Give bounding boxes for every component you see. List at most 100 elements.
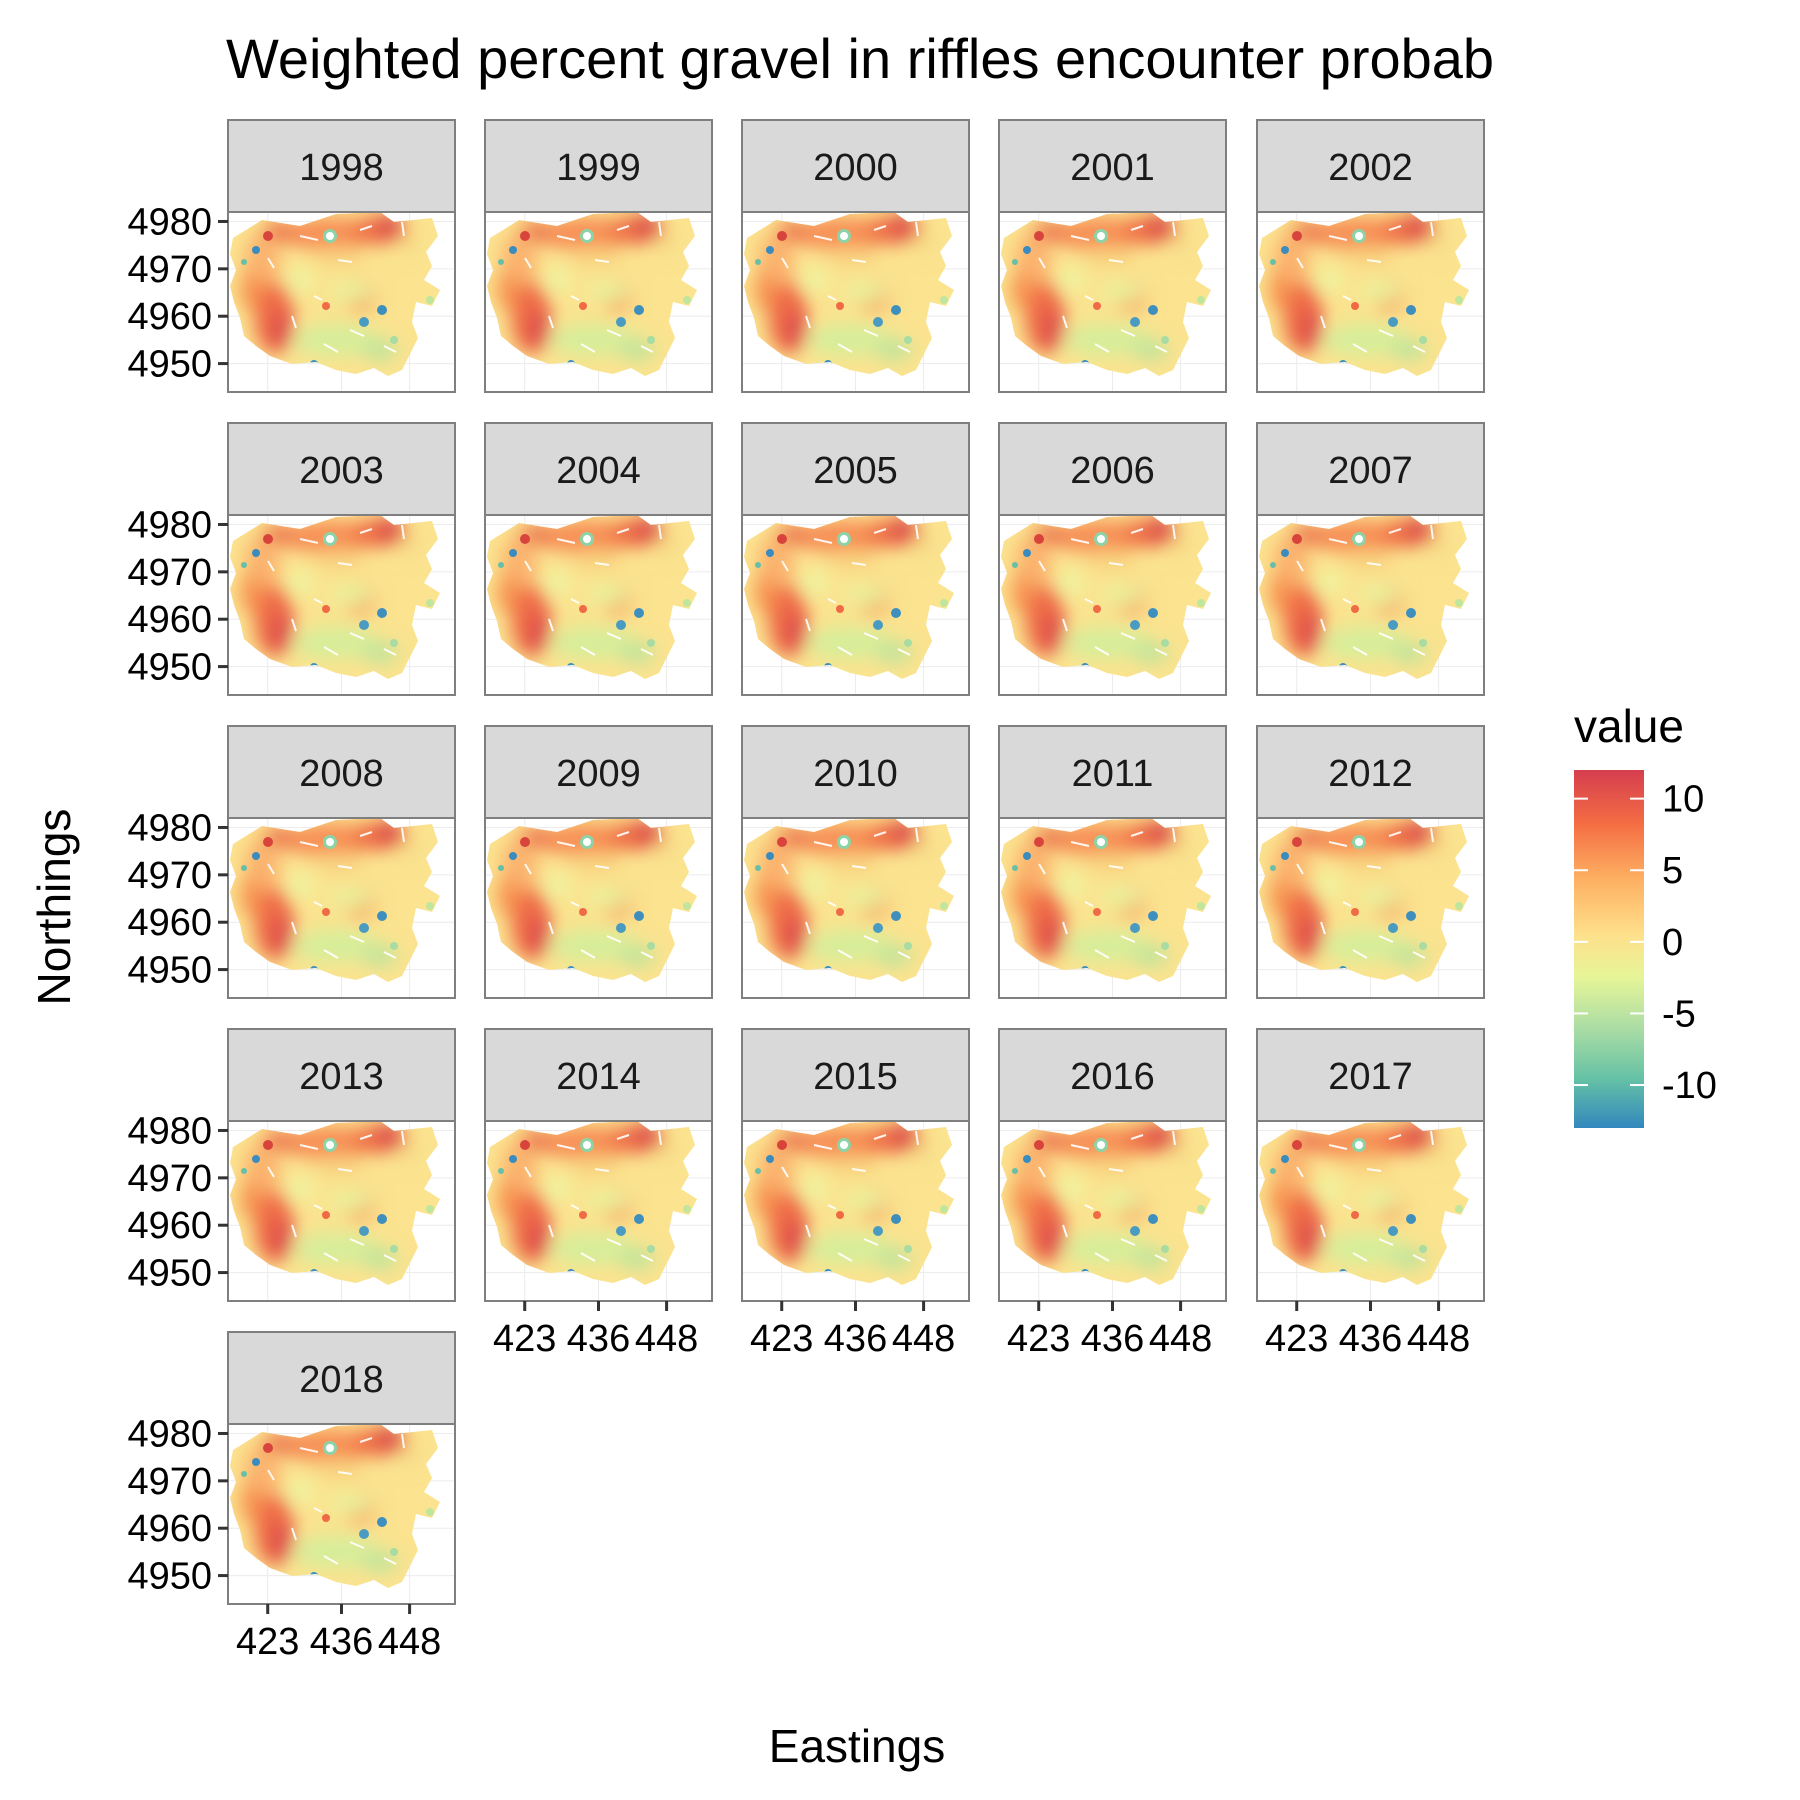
y-tick-label: 4970 <box>127 552 212 594</box>
facet-strip-label: 2016 <box>1070 1056 1155 1098</box>
facet-panels: 1998 4950 4960 4970 4980 1999 2000 2001 2002 2003… <box>127 119 1485 1663</box>
x-tick-label: 448 <box>1407 1318 1470 1360</box>
facet-panel: 2011 <box>993 725 1227 999</box>
y-tick-label: 4950 <box>127 950 212 992</box>
legend-tick-label: -5 <box>1662 993 1696 1035</box>
facet-strip <box>484 1028 713 1122</box>
facet-panel: 2000 <box>736 119 970 393</box>
facet-strip-label: 2003 <box>299 450 384 492</box>
facet-strip-label: 2012 <box>1328 753 1413 795</box>
y-tick-label: 4980 <box>127 504 212 546</box>
facet-strip-label: 2013 <box>299 1056 384 1098</box>
facet-strip-label: 2006 <box>1070 450 1155 492</box>
y-tick-label: 4980 <box>127 807 212 849</box>
facet-strip-label: 1998 <box>299 147 384 189</box>
x-axis-title: Eastings <box>769 1720 945 1772</box>
facet-panel: 2016 423 436 448 <box>993 1028 1227 1360</box>
facet-strip <box>1256 119 1485 213</box>
facet-strip <box>741 422 970 516</box>
legend-tick-label: 10 <box>1662 779 1704 821</box>
legend-title: value <box>1574 700 1684 752</box>
y-tick-label: 4950 <box>127 1556 212 1598</box>
facet-strip <box>227 422 456 516</box>
facet-strip-label: 2002 <box>1328 147 1413 189</box>
facet-panel: 1998 4950 4960 4970 4980 <box>127 119 456 393</box>
y-tick-label: 4960 <box>127 1508 212 1550</box>
y-tick-label: 4950 <box>127 344 212 386</box>
facet-strip <box>741 1028 970 1122</box>
legend-tick-label: 0 <box>1662 922 1683 964</box>
x-tick-label: 423 <box>1007 1318 1070 1360</box>
x-tick-label: 436 <box>1339 1318 1402 1360</box>
facet-strip <box>741 725 970 819</box>
facet-strip <box>998 119 1227 213</box>
facet-panel: 2008 4950 4960 4970 4980 <box>127 725 456 999</box>
facet-strip-label: 2004 <box>556 450 641 492</box>
y-tick-label: 4970 <box>127 249 212 291</box>
panel-border <box>227 514 456 696</box>
facet-strip-label: 2015 <box>813 1056 898 1098</box>
facet-strip-label: 2018 <box>299 1359 384 1401</box>
facet-strip-label: 2000 <box>813 147 898 189</box>
y-tick-label: 4960 <box>127 902 212 944</box>
panel-border <box>998 817 1227 999</box>
facet-panel: 2006 <box>993 422 1227 696</box>
panel-border <box>484 514 713 696</box>
facet-strip-label: 2017 <box>1328 1056 1413 1098</box>
facet-panel: 2007 <box>1251 422 1485 696</box>
facet-strip <box>1256 1028 1485 1122</box>
chart-title: Weighted percent gravel in riffles encou… <box>226 27 1494 90</box>
x-tick-label: 423 <box>750 1318 813 1360</box>
facet-strip-label: 2007 <box>1328 450 1413 492</box>
facet-strip <box>484 725 713 819</box>
panel-border <box>484 817 713 999</box>
facet-strip-label: 2005 <box>813 450 898 492</box>
x-tick-label: 423 <box>493 1318 556 1360</box>
facet-strip <box>227 725 456 819</box>
facet-panel: 2010 <box>736 725 970 999</box>
facet-panel: 2003 4950 4960 4970 4980 <box>127 422 456 696</box>
facet-strip-label: 2014 <box>556 1056 641 1098</box>
facet-panel: 1999 <box>479 119 713 393</box>
x-tick-label: 423 <box>236 1621 299 1663</box>
panel-border <box>741 514 970 696</box>
facet-panel: 2018 4950 4960 4970 4980 423 436 448 <box>127 1331 456 1663</box>
x-tick-label: 448 <box>635 1318 698 1360</box>
facet-panel: 2005 <box>736 422 970 696</box>
facet-panel: 2015 423 436 448 <box>736 1028 970 1360</box>
facet-panel: 2004 <box>479 422 713 696</box>
y-tick-label: 4970 <box>127 1158 212 1200</box>
y-tick-label: 4980 <box>127 201 212 243</box>
y-tick-label: 4970 <box>127 855 212 897</box>
facet-strip-label: 2008 <box>299 753 384 795</box>
y-tick-label: 4980 <box>127 1413 212 1455</box>
legend-colorbar <box>1574 770 1644 1128</box>
panel-border <box>1256 817 1485 999</box>
legend-tick-label: -10 <box>1662 1065 1717 1107</box>
facet-strip <box>998 725 1227 819</box>
panel-border <box>998 514 1227 696</box>
panel-border <box>227 817 456 999</box>
panel-border <box>998 211 1227 393</box>
facet-panel: 2012 <box>1251 725 1485 999</box>
x-tick-label: 436 <box>824 1318 887 1360</box>
panel-border <box>484 211 713 393</box>
facet-panel: 2013 4950 4960 4970 4980 <box>127 1028 456 1302</box>
facet-panel: 2017 423 436 448 <box>1251 1028 1485 1360</box>
y-tick-label: 4980 <box>127 1110 212 1152</box>
y-axis-title: Northings <box>28 809 80 1006</box>
y-tick-label: 4960 <box>127 1205 212 1247</box>
color-legend: value 10 5 0 -5 -10 <box>1574 700 1717 1128</box>
panel-border <box>741 817 970 999</box>
facet-strip-label: 2009 <box>556 753 641 795</box>
y-tick-label: 4950 <box>127 647 212 689</box>
panel-border <box>1256 514 1485 696</box>
x-tick-label: 436 <box>1081 1318 1144 1360</box>
y-tick-label: 4960 <box>127 599 212 641</box>
panel-border <box>1256 211 1485 393</box>
x-tick-label: 448 <box>1149 1318 1212 1360</box>
x-tick-label: 436 <box>567 1318 630 1360</box>
panel-border <box>741 211 970 393</box>
facet-strip-label: 2010 <box>813 753 898 795</box>
